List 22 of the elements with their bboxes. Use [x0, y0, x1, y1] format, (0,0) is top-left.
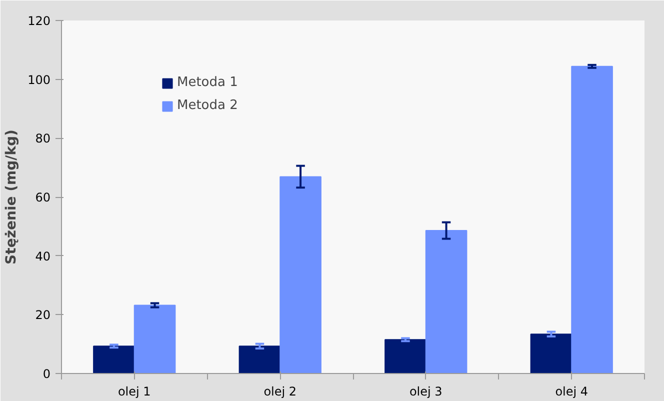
- bar: [134, 304, 176, 374]
- legend-label: Metoda 2: [177, 98, 238, 113]
- bar: [238, 346, 281, 374]
- bar: [384, 339, 426, 374]
- legend-label: Metoda 1: [177, 75, 238, 90]
- y-tick-label: 80: [35, 132, 51, 146]
- y-axis-title: Stężenie (mg/kg): [4, 130, 20, 264]
- y-tick-label: 0: [42, 367, 51, 381]
- x-tick-label: olej 4: [555, 384, 588, 398]
- bar: [530, 334, 572, 374]
- y-tick-label: 60: [35, 190, 51, 204]
- bar: [571, 66, 613, 374]
- bar: [280, 176, 322, 374]
- y-tick-label: 100: [28, 72, 50, 87]
- bar: [425, 230, 468, 374]
- bar: [93, 346, 135, 374]
- x-tick-label: olej 3: [409, 384, 442, 398]
- x-tick-label: olej 2: [264, 384, 297, 398]
- x-tick-label: olej 1: [118, 384, 151, 398]
- y-tick-label: 120: [28, 14, 50, 28]
- y-tick-label: 40: [35, 249, 51, 264]
- y-tick-label: 20: [35, 308, 51, 322]
